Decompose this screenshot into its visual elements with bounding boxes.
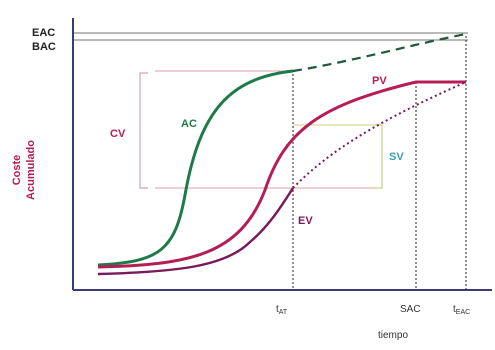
- ev-curve: [97, 187, 295, 276]
- svg-text:Acumulado: Acumulado: [25, 140, 37, 200]
- pv-label: PV: [372, 75, 387, 87]
- ac-curve: [97, 69, 294, 267]
- cv-bracket: [139, 72, 148, 189]
- cv-label: CV: [110, 128, 126, 140]
- ev-label: EV: [298, 215, 313, 227]
- y-axis-title: Coste: [11, 155, 23, 186]
- bac-label: BAC: [32, 41, 56, 53]
- pv-curve: [97, 80, 466, 269]
- teac-label: tEAC: [453, 304, 470, 316]
- y-axis-title-2: Acumulado: [25, 140, 37, 200]
- tat-label: tAT: [276, 304, 288, 316]
- eac-forecast-curve: [292, 32, 467, 73]
- ev-forecast-curve: [292, 81, 467, 189]
- sac-label: SAC: [400, 304, 421, 315]
- x-axis-title: tiempo: [378, 330, 408, 341]
- sv-label: SV: [389, 151, 404, 163]
- ac-label: AC: [181, 118, 197, 130]
- eac-label: EAC: [32, 27, 55, 39]
- sv-bracket: [374, 124, 383, 189]
- svg-text:Coste: Coste: [11, 155, 23, 186]
